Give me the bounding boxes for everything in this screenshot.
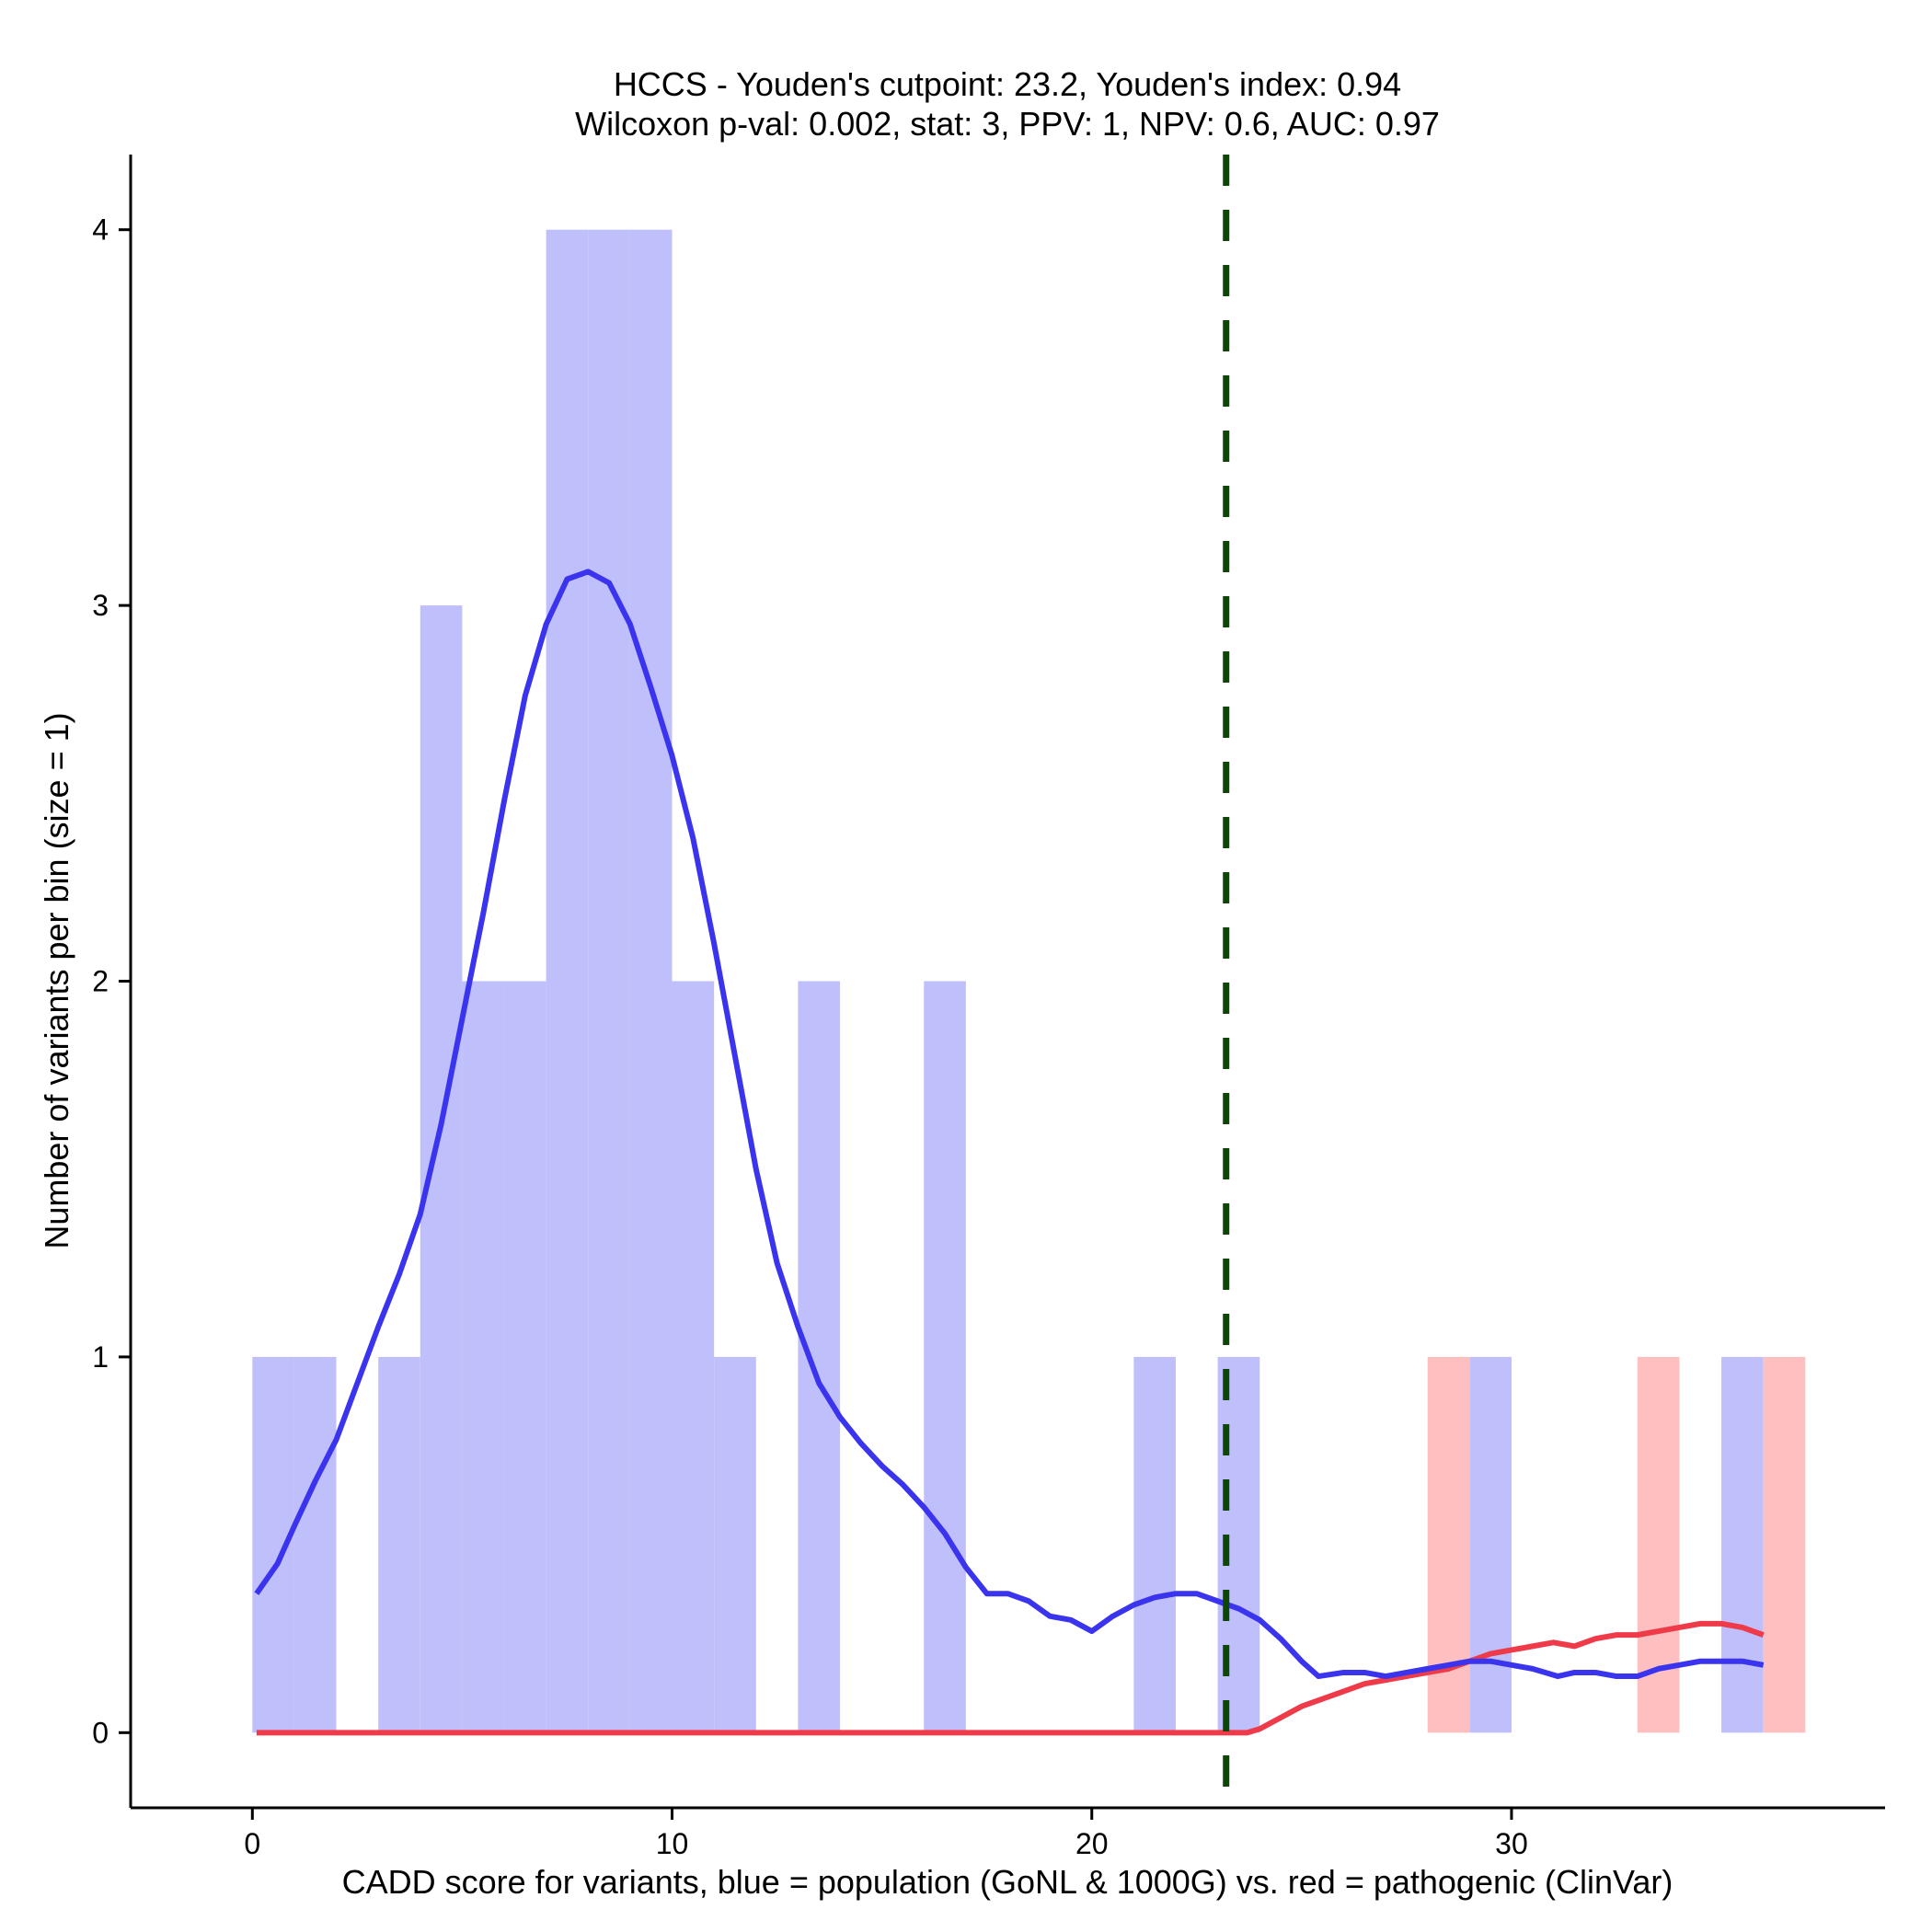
population-bar (293, 1356, 337, 1733)
bars-layer (252, 229, 1806, 1733)
x-ticks: 0 10 20 30 (244, 1808, 1528, 1860)
population-bar (588, 229, 630, 1733)
population-bar (672, 981, 715, 1733)
population-bar (420, 605, 463, 1733)
population-bar (1469, 1356, 1512, 1733)
y-axis-label: Number of variants per bin (size = 1) (38, 712, 75, 1248)
y-tick-label: 3 (92, 589, 109, 622)
population-bar (924, 981, 966, 1733)
pathogenic-density-line (256, 1620, 1765, 1736)
x-tick-label: 20 (1075, 1827, 1109, 1860)
x-tick-label: 10 (656, 1827, 689, 1860)
population-bar (714, 1356, 756, 1733)
chart-title-line-2: Wilcoxon p-val: 0.002, stat: 3, PPV: 1, … (575, 105, 1440, 143)
y-tick-label: 2 (92, 965, 109, 998)
population-bar (462, 981, 505, 1733)
pathogenic-bar (1763, 1356, 1806, 1733)
y-tick-label: 1 (92, 1340, 109, 1374)
y-tick-label: 0 (92, 1716, 109, 1749)
chart-title-line-1: HCCS - Youden's cutpoint: 23.2, Youden's… (614, 65, 1401, 103)
population-density-line (254, 569, 1765, 1680)
population-bar (546, 229, 589, 1733)
y-ticks: 0 1 2 3 4 (92, 213, 131, 1749)
population-bar (1721, 1356, 1764, 1733)
x-tick-label: 30 (1495, 1827, 1528, 1860)
population-bar (629, 229, 673, 1733)
pathogenic-bar (1427, 1356, 1470, 1733)
x-axis-label: CADD score for variants, blue = populati… (342, 1863, 1673, 1901)
population-bar (378, 1356, 420, 1733)
population-bar (798, 981, 841, 1733)
population-bar (504, 981, 546, 1733)
population-bar (1133, 1356, 1176, 1733)
y-tick-label: 4 (92, 213, 109, 247)
x-tick-label: 0 (244, 1827, 260, 1860)
density-lines-layer (254, 569, 1765, 1736)
